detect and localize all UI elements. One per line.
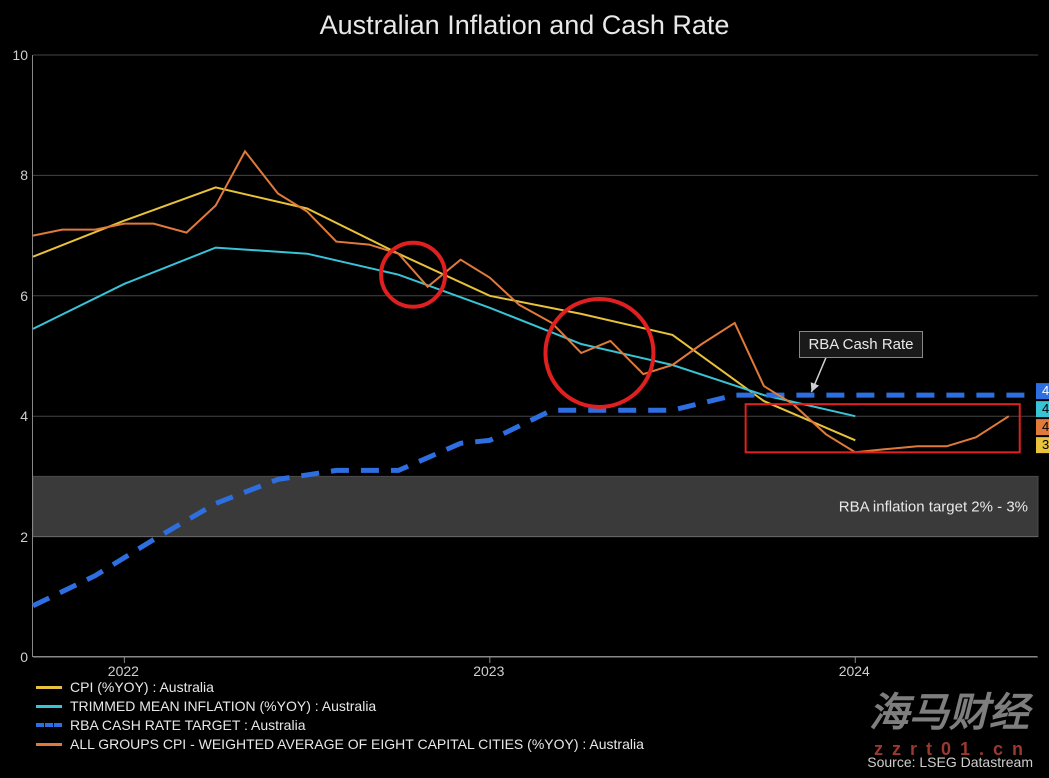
legend-swatch [36,723,62,727]
annotation-circle [545,299,653,407]
watermark-small: z z r t 0 1 . c n [874,739,1025,760]
y-tick-label: 2 [4,529,28,545]
end-label-text-trimmed_mean: 4.0 [1042,401,1049,416]
legend-item-trimmed_mean: TRIMMED MEAN INFLATION (%YOY) : Australi… [36,697,644,716]
y-tick-label: 10 [4,47,28,63]
callout-rba-cash-rate: RBA Cash Rate [799,331,922,358]
chart-title: Australian Inflation and Cash Rate [0,10,1049,41]
y-tick-label: 0 [4,649,28,665]
end-label-text-cpi: 3.6 [1042,437,1049,452]
inflation-band-label: RBA inflation target 2% - 3% [839,499,1028,516]
legend-swatch [36,686,62,689]
legend-label: RBA CASH RATE TARGET : Australia [70,716,305,735]
watermark-big: 海马财经 [869,680,1029,738]
legend-label: TRIMMED MEAN INFLATION (%YOY) : Australi… [70,697,376,716]
legend-item-cash_rate: RBA CASH RATE TARGET : Australia [36,716,644,735]
legend: CPI (%YOY) : AustraliaTRIMMED MEAN INFLA… [36,678,644,754]
y-tick-label: 8 [4,167,28,183]
legend-label: CPI (%YOY) : Australia [70,678,214,697]
y-tick-label: 4 [4,408,28,424]
x-tick-label: 2022 [108,663,139,679]
end-label-text-all_groups_cpi: 4.0 [1042,419,1049,434]
annotation-circle [381,243,445,307]
y-tick-label: 6 [4,288,28,304]
legend-item-all_groups_cpi: ALL GROUPS CPI - WEIGHTED AVERAGE OF EIG… [36,735,644,754]
legend-swatch [36,743,62,746]
end-label-text-cash_rate: 4.4 [1042,383,1049,398]
legend-item-cpi: CPI (%YOY) : Australia [36,678,644,697]
x-tick-label: 2024 [839,663,870,679]
x-tick-label: 2023 [473,663,504,679]
legend-swatch [36,705,62,708]
legend-label: ALL GROUPS CPI - WEIGHTED AVERAGE OF EIG… [70,735,644,754]
